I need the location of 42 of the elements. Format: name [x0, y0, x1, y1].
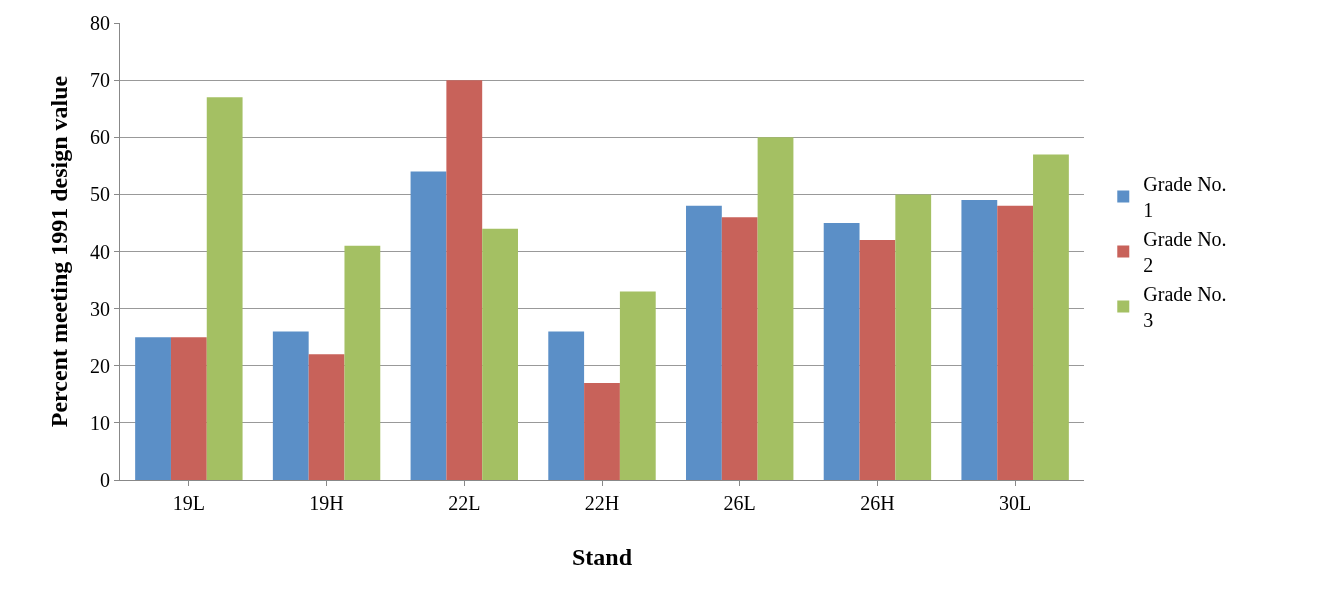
- legend-label: Grade No. 2: [1143, 228, 1227, 277]
- y-tick-label: 70: [90, 69, 110, 92]
- bar: [721, 217, 758, 480]
- bar: [1033, 154, 1069, 480]
- y-axis-title: Percent meeting 1991 design value: [46, 75, 73, 428]
- bar: [410, 171, 447, 480]
- legend-label: Grade No. 3: [1143, 283, 1227, 332]
- x-tick-label: 22L: [448, 492, 481, 514]
- bar: [206, 97, 243, 480]
- bar: [170, 337, 207, 480]
- bar: [895, 194, 932, 480]
- y-tick-label: 40: [90, 240, 110, 263]
- x-axis-title: Stand: [571, 544, 633, 571]
- y-tick-label: 80: [90, 12, 110, 34]
- bar: [686, 205, 722, 480]
- bar: [344, 245, 381, 480]
- bar: [548, 331, 585, 480]
- y-tick-label: 10: [90, 411, 110, 434]
- bar: [997, 205, 1034, 480]
- bar: [135, 337, 171, 480]
- bar: [619, 291, 656, 480]
- bar: [961, 200, 998, 480]
- x-tick-label: 22H: [584, 492, 620, 514]
- y-tick-label: 30: [90, 297, 110, 320]
- x-tick-label: 30L: [999, 492, 1032, 514]
- bar: [308, 354, 345, 480]
- y-tick-label: 50: [90, 183, 110, 206]
- bar: [823, 222, 860, 480]
- bar: [757, 137, 794, 480]
- y-tick-label: 60: [90, 126, 110, 149]
- x-tick-label: 26H: [860, 492, 895, 514]
- legend-label: Grade No. 1: [1143, 173, 1227, 222]
- x-tick-label: 26L: [723, 492, 756, 514]
- x-tick-label: 19L: [172, 492, 205, 514]
- x-tick-label: 19H: [309, 492, 344, 514]
- bar: [272, 331, 309, 480]
- bar: [859, 240, 896, 480]
- bar: [446, 80, 483, 480]
- bar: [482, 228, 518, 480]
- y-tick-label: 0: [100, 469, 110, 491]
- y-tick-label: 20: [90, 354, 110, 377]
- bar: [584, 382, 620, 480]
